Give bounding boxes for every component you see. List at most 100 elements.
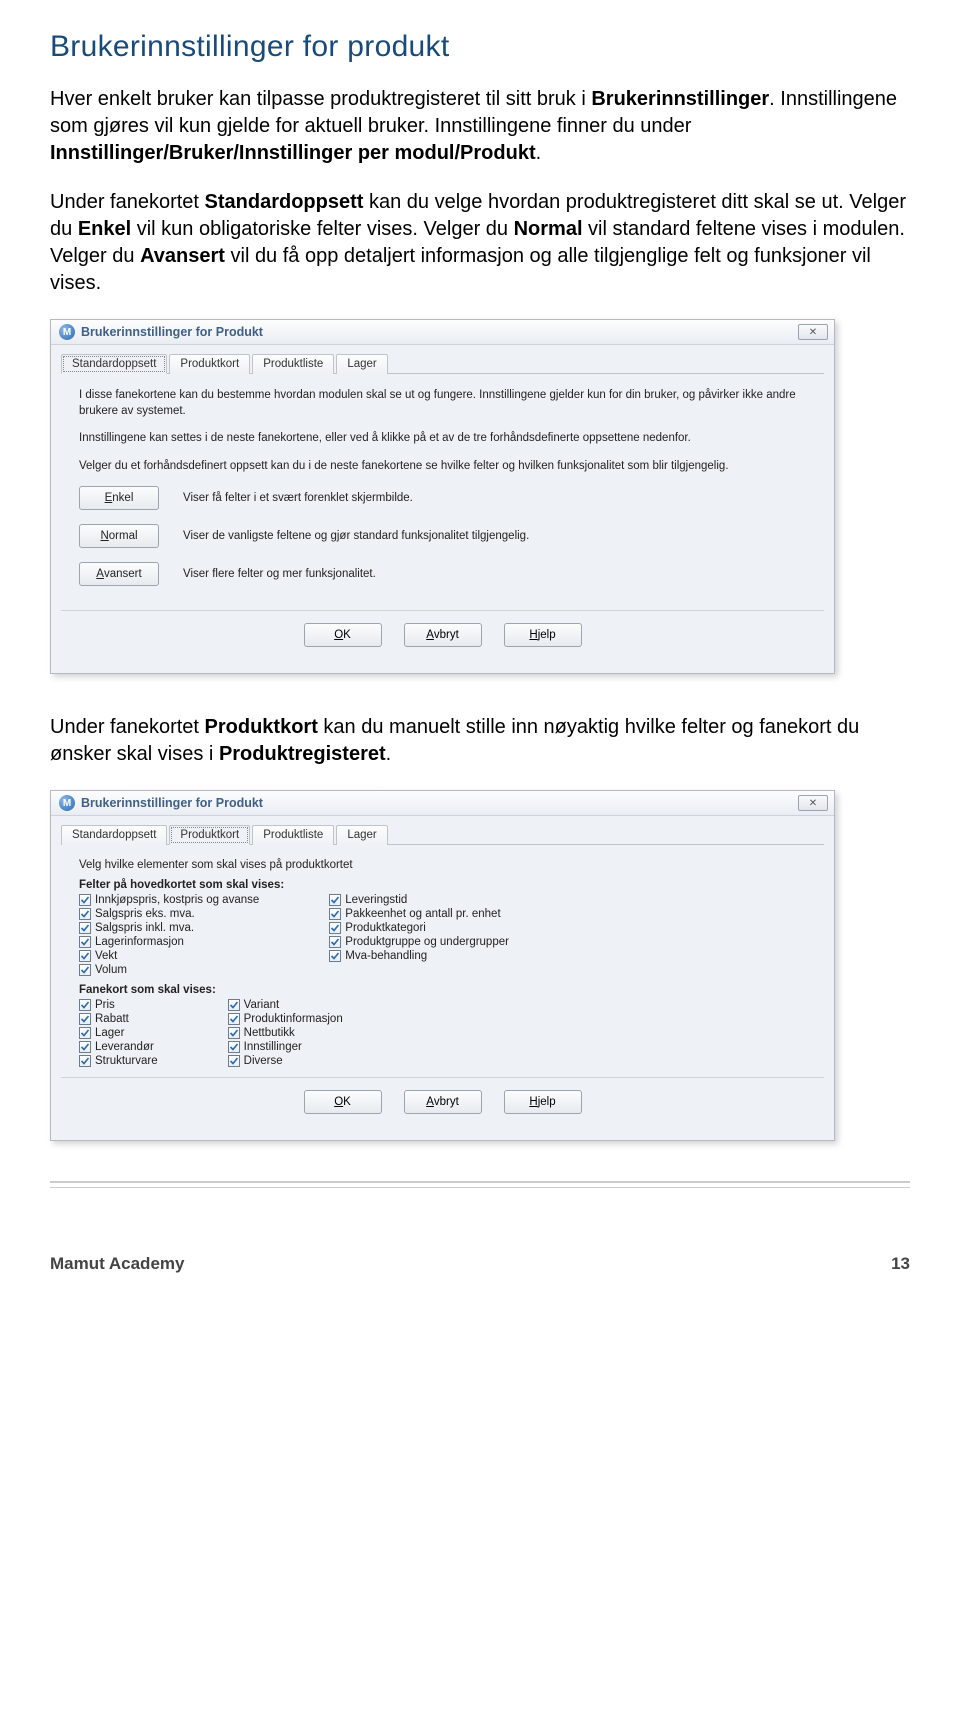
checkbox[interactable] xyxy=(79,908,91,920)
checkbox-label: Volum xyxy=(95,964,127,976)
checkbox[interactable] xyxy=(79,999,91,1011)
avansert-button[interactable]: Avansert xyxy=(79,562,159,586)
dialog-footer: OK Avbryt Hjelp xyxy=(61,610,824,663)
tab-bar: Standardoppsett Produktkort Produktliste… xyxy=(61,353,824,374)
close-button[interactable]: ✕ xyxy=(798,324,828,340)
help-button[interactable]: Hjelp xyxy=(504,623,582,647)
checkbox[interactable] xyxy=(79,1027,91,1039)
text-bold: Normal xyxy=(514,218,583,240)
checkbox[interactable] xyxy=(79,1013,91,1025)
checkbox[interactable] xyxy=(79,964,91,976)
checkbox[interactable] xyxy=(329,894,341,906)
checkbox-row: Salgspris inkl. mva. xyxy=(79,922,259,934)
checkbox-label: Produktkategori xyxy=(345,922,426,934)
checkbox[interactable] xyxy=(228,999,240,1011)
mnemonic: O xyxy=(334,1096,343,1108)
tab-bar: Standardoppsett Produktkort Produktliste… xyxy=(61,824,824,845)
checkbox-row: Nettbutikk xyxy=(228,1027,343,1039)
close-button[interactable]: ✕ xyxy=(798,795,828,811)
checkbox[interactable] xyxy=(79,1041,91,1053)
btn-text: K xyxy=(343,629,351,641)
enkel-button[interactable]: Enkel xyxy=(79,486,159,510)
mnemonic: A xyxy=(426,629,434,641)
option-row-avansert: Avansert Viser flere felter og mer funks… xyxy=(79,562,806,586)
checkbox[interactable] xyxy=(79,1055,91,1067)
checkbox-row: Innstillinger xyxy=(228,1041,343,1053)
page-number: 13 xyxy=(891,1254,910,1274)
normal-button[interactable]: Normal xyxy=(79,524,159,548)
tabcards-columns: PrisRabattLagerLeverandørStrukturvare Va… xyxy=(79,999,806,1067)
dialog-para: I disse fanekortene kan du bestemme hvor… xyxy=(79,388,806,419)
checkbox-row: Produktinformasjon xyxy=(228,1013,343,1025)
checkbox[interactable] xyxy=(329,936,341,948)
tab-produktkort[interactable]: Produktkort xyxy=(169,825,250,845)
checkbox-row: Innkjøpspris, kostpris og avanse xyxy=(79,894,259,906)
check-column: LeveringstidPakkeenhet og antall pr. enh… xyxy=(329,894,509,976)
checkbox-label: Vekt xyxy=(95,950,117,962)
tab-lager[interactable]: Lager xyxy=(336,825,387,845)
ok-button[interactable]: OK xyxy=(304,623,382,647)
tab-standardoppsett[interactable]: Standardoppsett xyxy=(61,354,167,374)
checkbox-label: Pris xyxy=(95,999,115,1011)
tab-produktkort[interactable]: Produktkort xyxy=(169,354,250,374)
checkbox-label: Leverandør xyxy=(95,1041,154,1053)
dialog-para: Innstillingene kan settes i de neste fan… xyxy=(79,431,806,447)
window-title: Brukerinnstillinger for Produkt xyxy=(81,796,263,810)
checkbox-row: Produktkategori xyxy=(329,922,509,934)
dialog-footer: OK Avbryt Hjelp xyxy=(61,1077,824,1130)
text-bold: Produktregisteret xyxy=(219,743,386,765)
text: . xyxy=(536,142,542,164)
text: . xyxy=(386,743,392,765)
checkbox[interactable] xyxy=(79,950,91,962)
checkbox[interactable] xyxy=(329,922,341,934)
checkbox-row: Rabatt xyxy=(79,1013,158,1025)
text-bold: Produktkort xyxy=(205,716,318,738)
intro-paragraph-3: Under fanekortet Produktkort kan du manu… xyxy=(50,714,910,768)
dialog-standardoppsett: M Brukerinnstillinger for Produkt ✕ Stan… xyxy=(50,319,835,674)
tab-produktliste[interactable]: Produktliste xyxy=(252,825,334,845)
checkbox[interactable] xyxy=(79,922,91,934)
checkbox-row: Pris xyxy=(79,999,158,1011)
tab-lager[interactable]: Lager xyxy=(336,354,387,374)
mnemonic: E xyxy=(105,492,113,504)
btn-text: vbryt xyxy=(434,629,459,641)
checkbox[interactable] xyxy=(228,1027,240,1039)
cancel-button[interactable]: Avbryt xyxy=(404,1090,482,1114)
checkbox[interactable] xyxy=(228,1041,240,1053)
close-icon: ✕ xyxy=(809,327,817,338)
checkbox[interactable] xyxy=(228,1055,240,1067)
checkbox-row: Lager xyxy=(79,1027,158,1039)
checkbox-label: Innkjøpspris, kostpris og avanse xyxy=(95,894,259,906)
page-title: Brukerinnstillinger for produkt xyxy=(50,30,910,64)
checkbox-label: Innstillinger xyxy=(244,1041,302,1053)
tab-produktliste[interactable]: Produktliste xyxy=(252,354,334,374)
option-row-normal: Normal Viser de vanligste feltene og gjø… xyxy=(79,524,806,548)
checkbox[interactable] xyxy=(228,1013,240,1025)
intro-paragraph-2: Under fanekortet Standardoppsett kan du … xyxy=(50,189,910,297)
text: Hver enkelt bruker kan tilpasse produktr… xyxy=(50,88,591,110)
cancel-button[interactable]: Avbryt xyxy=(404,623,482,647)
tab-standardoppsett[interactable]: Standardoppsett xyxy=(61,825,167,845)
checkbox[interactable] xyxy=(329,908,341,920)
checkbox-label: Produktgruppe og undergrupper xyxy=(345,936,509,948)
checkbox[interactable] xyxy=(329,950,341,962)
checkbox-row: Diverse xyxy=(228,1055,343,1067)
btn-text: jelp xyxy=(538,1096,556,1108)
tab-pane: Velg hvilke elementer som skal vises på … xyxy=(61,845,824,1077)
checkbox-row: Mva-behandling xyxy=(329,950,509,962)
tab-pane: I disse fanekortene kan du bestemme hvor… xyxy=(61,374,824,610)
checkbox[interactable] xyxy=(79,894,91,906)
btn-text: ormal xyxy=(109,530,138,542)
help-button[interactable]: Hjelp xyxy=(504,1090,582,1114)
footer-brand: Mamut Academy xyxy=(50,1254,184,1274)
checkbox-row: Vekt xyxy=(79,950,259,962)
text-bold: Avansert xyxy=(140,245,225,267)
ok-button[interactable]: OK xyxy=(304,1090,382,1114)
text-bold: Innstillinger/Bruker/Innstillinger per m… xyxy=(50,142,536,164)
option-desc: Viser få felter i et svært forenklet skj… xyxy=(183,492,413,504)
option-desc: Viser flere felter og mer funksjonalitet… xyxy=(183,568,376,580)
app-icon: M xyxy=(59,795,75,811)
checkbox-row: Salgspris eks. mva. xyxy=(79,908,259,920)
checkbox[interactable] xyxy=(79,936,91,948)
close-icon: ✕ xyxy=(809,798,817,809)
